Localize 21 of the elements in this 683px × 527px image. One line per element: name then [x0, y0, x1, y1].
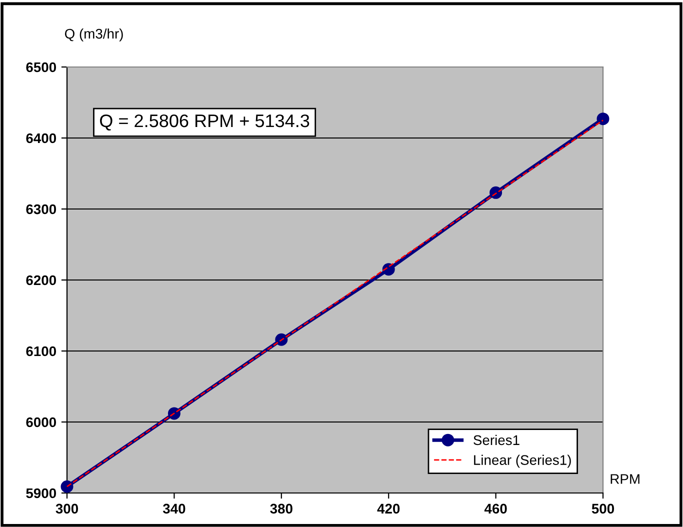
x-tick-label: 460	[484, 504, 507, 514]
point	[60, 480, 74, 493]
y-tick-label: 6000	[26, 417, 56, 428]
y-tick-label: 6500	[26, 62, 56, 72]
legend-label: Series1	[474, 434, 520, 446]
y-tick-label: 5900	[26, 488, 56, 498]
y-tick-label: 6100	[26, 346, 56, 356]
x-tick-label: 420	[377, 504, 400, 514]
y-tick-label: 6200	[26, 275, 56, 286]
point	[596, 112, 610, 126]
x-tick-label: 500	[592, 504, 614, 514]
x-tick-label: 340	[162, 504, 186, 514]
y-axis-title: Q (m3/hr)	[64, 28, 123, 42]
point	[275, 333, 288, 346]
x-tick-label: 380	[270, 504, 292, 514]
x-axis-title: RPM	[610, 474, 640, 484]
x-tick-label: 300	[56, 504, 78, 514]
annotation: Q = 2.5806 RPM + 5134.3	[100, 114, 310, 130]
y-tick-label: 6400	[26, 133, 56, 144]
legend-label: Linear (Series1)	[474, 454, 571, 468]
y-tick-label: 6300	[26, 204, 56, 214]
